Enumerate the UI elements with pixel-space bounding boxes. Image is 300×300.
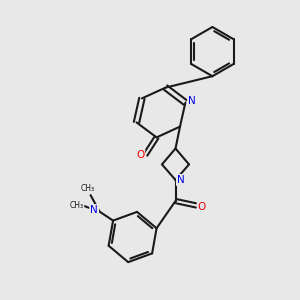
Text: O: O bbox=[136, 149, 144, 160]
Text: O: O bbox=[198, 202, 206, 212]
Text: N: N bbox=[188, 96, 196, 106]
Text: N: N bbox=[177, 175, 185, 185]
Text: N: N bbox=[90, 205, 98, 215]
Text: CH₃: CH₃ bbox=[69, 201, 83, 210]
Text: CH₃: CH₃ bbox=[80, 184, 94, 193]
